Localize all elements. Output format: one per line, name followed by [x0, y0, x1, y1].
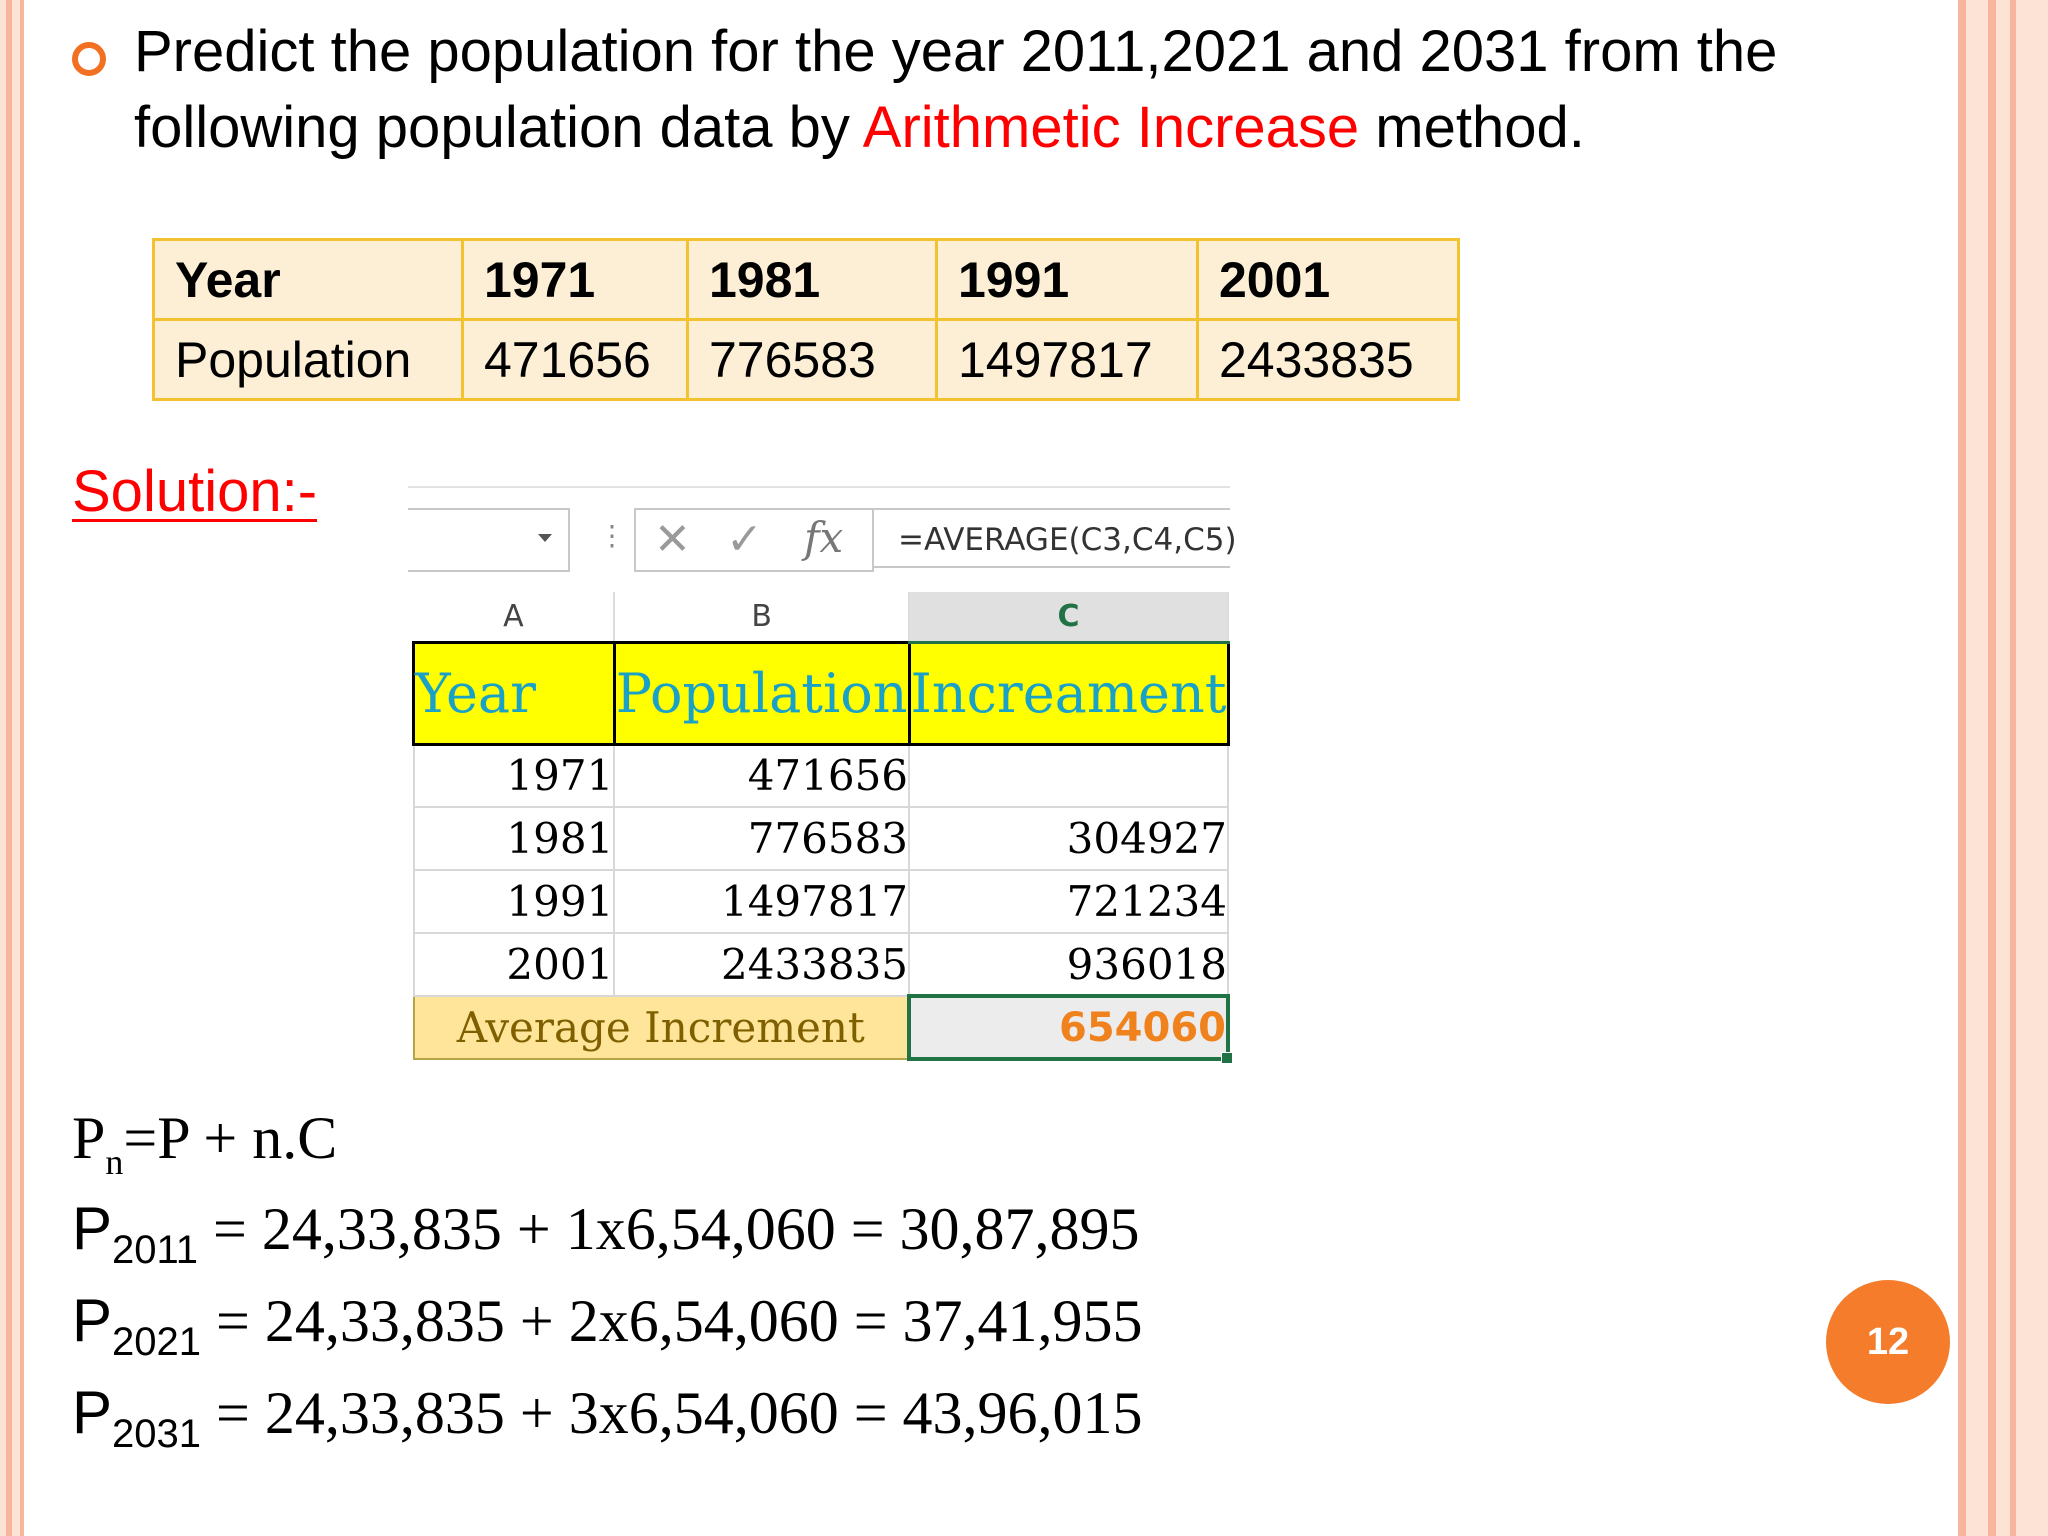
cell[interactable]: 471656 [614, 744, 911, 808]
problem-text-start: Predict the population for the year 2011… [134, 19, 1778, 160]
column-header-c[interactable]: C [909, 592, 1229, 644]
equation-rhs: = 24,33,835 + 1x6,54,060 = 30,87,895 [198, 1196, 1140, 1262]
equation-subscript: 2031 [112, 1412, 202, 1456]
solution-label: Solution:- [72, 459, 318, 524]
vertical-dots-icon: ⋮ [598, 520, 626, 551]
fx-icon[interactable]: fx [804, 513, 844, 562]
cell[interactable]: 2001 [412, 933, 616, 997]
table-row: Year 1971 1981 1991 2001 [152, 238, 1460, 321]
fill-handle[interactable] [1221, 1052, 1233, 1064]
table-cell: 2433835 [1196, 318, 1460, 401]
column-header-row: A B C [413, 592, 1229, 644]
formula-buttons: ✕ ✓ fx [634, 508, 874, 572]
table-cell: Population [152, 318, 464, 401]
equation-2021: P2021 = 24,33,835 + 2x6,54,060 = 37,41,9… [72, 1286, 1143, 1365]
cell[interactable]: 1981 [412, 807, 616, 871]
cell[interactable]: 304927 [909, 807, 1229, 871]
slide-border-right [1958, 0, 2048, 1536]
table-row: 2001 2433835 936018 [412, 933, 1229, 997]
slide-border-left [0, 0, 26, 1536]
column-header-b[interactable]: B [614, 592, 911, 643]
equation-2031: P2031 = 24,33,835 + 3x6,54,060 = 43,96,0… [72, 1378, 1143, 1457]
table-row: 1991 1497817 721234 [412, 870, 1229, 934]
cell[interactable] [909, 744, 1229, 808]
cell[interactable]: 936018 [909, 933, 1229, 997]
cell[interactable]: 2433835 [614, 933, 911, 997]
chevron-down-icon[interactable] [538, 534, 552, 542]
cell[interactable]: Year [412, 640, 616, 746]
equation-subscript: 2021 [112, 1320, 202, 1364]
table-row: Population 471656 776583 1497817 2433835 [152, 318, 1460, 401]
name-box[interactable] [408, 508, 570, 572]
equation-rhs: = 24,33,835 + 2x6,54,060 = 37,41,955 [201, 1288, 1143, 1354]
method-highlight: Arithmetic Increase [862, 95, 1360, 160]
table-row: 1971 471656 [412, 744, 1229, 808]
cell[interactable]: 1991 [412, 870, 616, 934]
excel-screenshot: ⋮ ✕ ✓ fx =AVERAGE(C3,C4,C5) A B C Year P… [408, 486, 1237, 1076]
general-formula: Pn=P + n.C [72, 1104, 337, 1183]
problem-text-end: method. [1359, 95, 1585, 160]
average-label-cell[interactable]: Average Increment [412, 995, 911, 1060]
average-row: Average Increment 654060 [412, 994, 1233, 1064]
cell[interactable]: Population [612, 640, 911, 746]
cell[interactable]: 776583 [614, 807, 911, 871]
formula-input[interactable]: =AVERAGE(C3,C4,C5) [872, 508, 1237, 568]
average-value-cell[interactable]: 654060 [907, 994, 1233, 1064]
equation-symbol: P [72, 1287, 113, 1354]
problem-text: Predict the population for the year 2011… [134, 14, 1994, 166]
equation-subscript: 2011 [112, 1228, 199, 1272]
table-cell: Year [152, 238, 464, 321]
table-cell: 1991 [935, 238, 1199, 321]
table-cell: 1497817 [935, 318, 1199, 401]
cancel-icon[interactable]: ✕ [654, 515, 691, 564]
cell[interactable]: Increament [907, 640, 1230, 746]
table-cell: 2001 [1196, 238, 1460, 321]
table-cell: 471656 [461, 318, 689, 401]
cell[interactable]: 1497817 [614, 870, 911, 934]
page-number: 12 [1826, 1280, 1950, 1404]
divider [408, 486, 1230, 488]
equation-rhs: = 24,33,835 + 3x6,54,060 = 43,96,015 [201, 1380, 1143, 1446]
formula-lhs: P [72, 1105, 106, 1171]
equation-symbol: P [72, 1195, 113, 1262]
table-cell: 1971 [461, 238, 689, 321]
bullet-ring-icon [72, 42, 106, 76]
cell[interactable]: 721234 [909, 870, 1229, 934]
average-value: 654060 [1059, 1004, 1226, 1051]
cell[interactable]: 1971 [412, 744, 616, 808]
equation-2011: P2011 = 24,33,835 + 1x6,54,060 = 30,87,8… [72, 1194, 1140, 1273]
population-data-table: Year 1971 1981 1991 2001 Population 4716… [152, 238, 1460, 401]
spreadsheet-grid: A B C Year Population Increament 1971 47… [412, 592, 1233, 1064]
equation-symbol: P [72, 1379, 113, 1446]
table-row: 1981 776583 304927 [412, 807, 1229, 871]
table-cell: 1981 [686, 238, 938, 321]
header-row: Year Population Increament [412, 640, 1230, 746]
formula-rhs: =P + n.C [123, 1105, 338, 1171]
formula-subscript: n [105, 1142, 124, 1182]
table-cell: 776583 [686, 318, 938, 401]
check-icon[interactable]: ✓ [726, 515, 763, 564]
column-header-a[interactable]: A [413, 592, 616, 643]
